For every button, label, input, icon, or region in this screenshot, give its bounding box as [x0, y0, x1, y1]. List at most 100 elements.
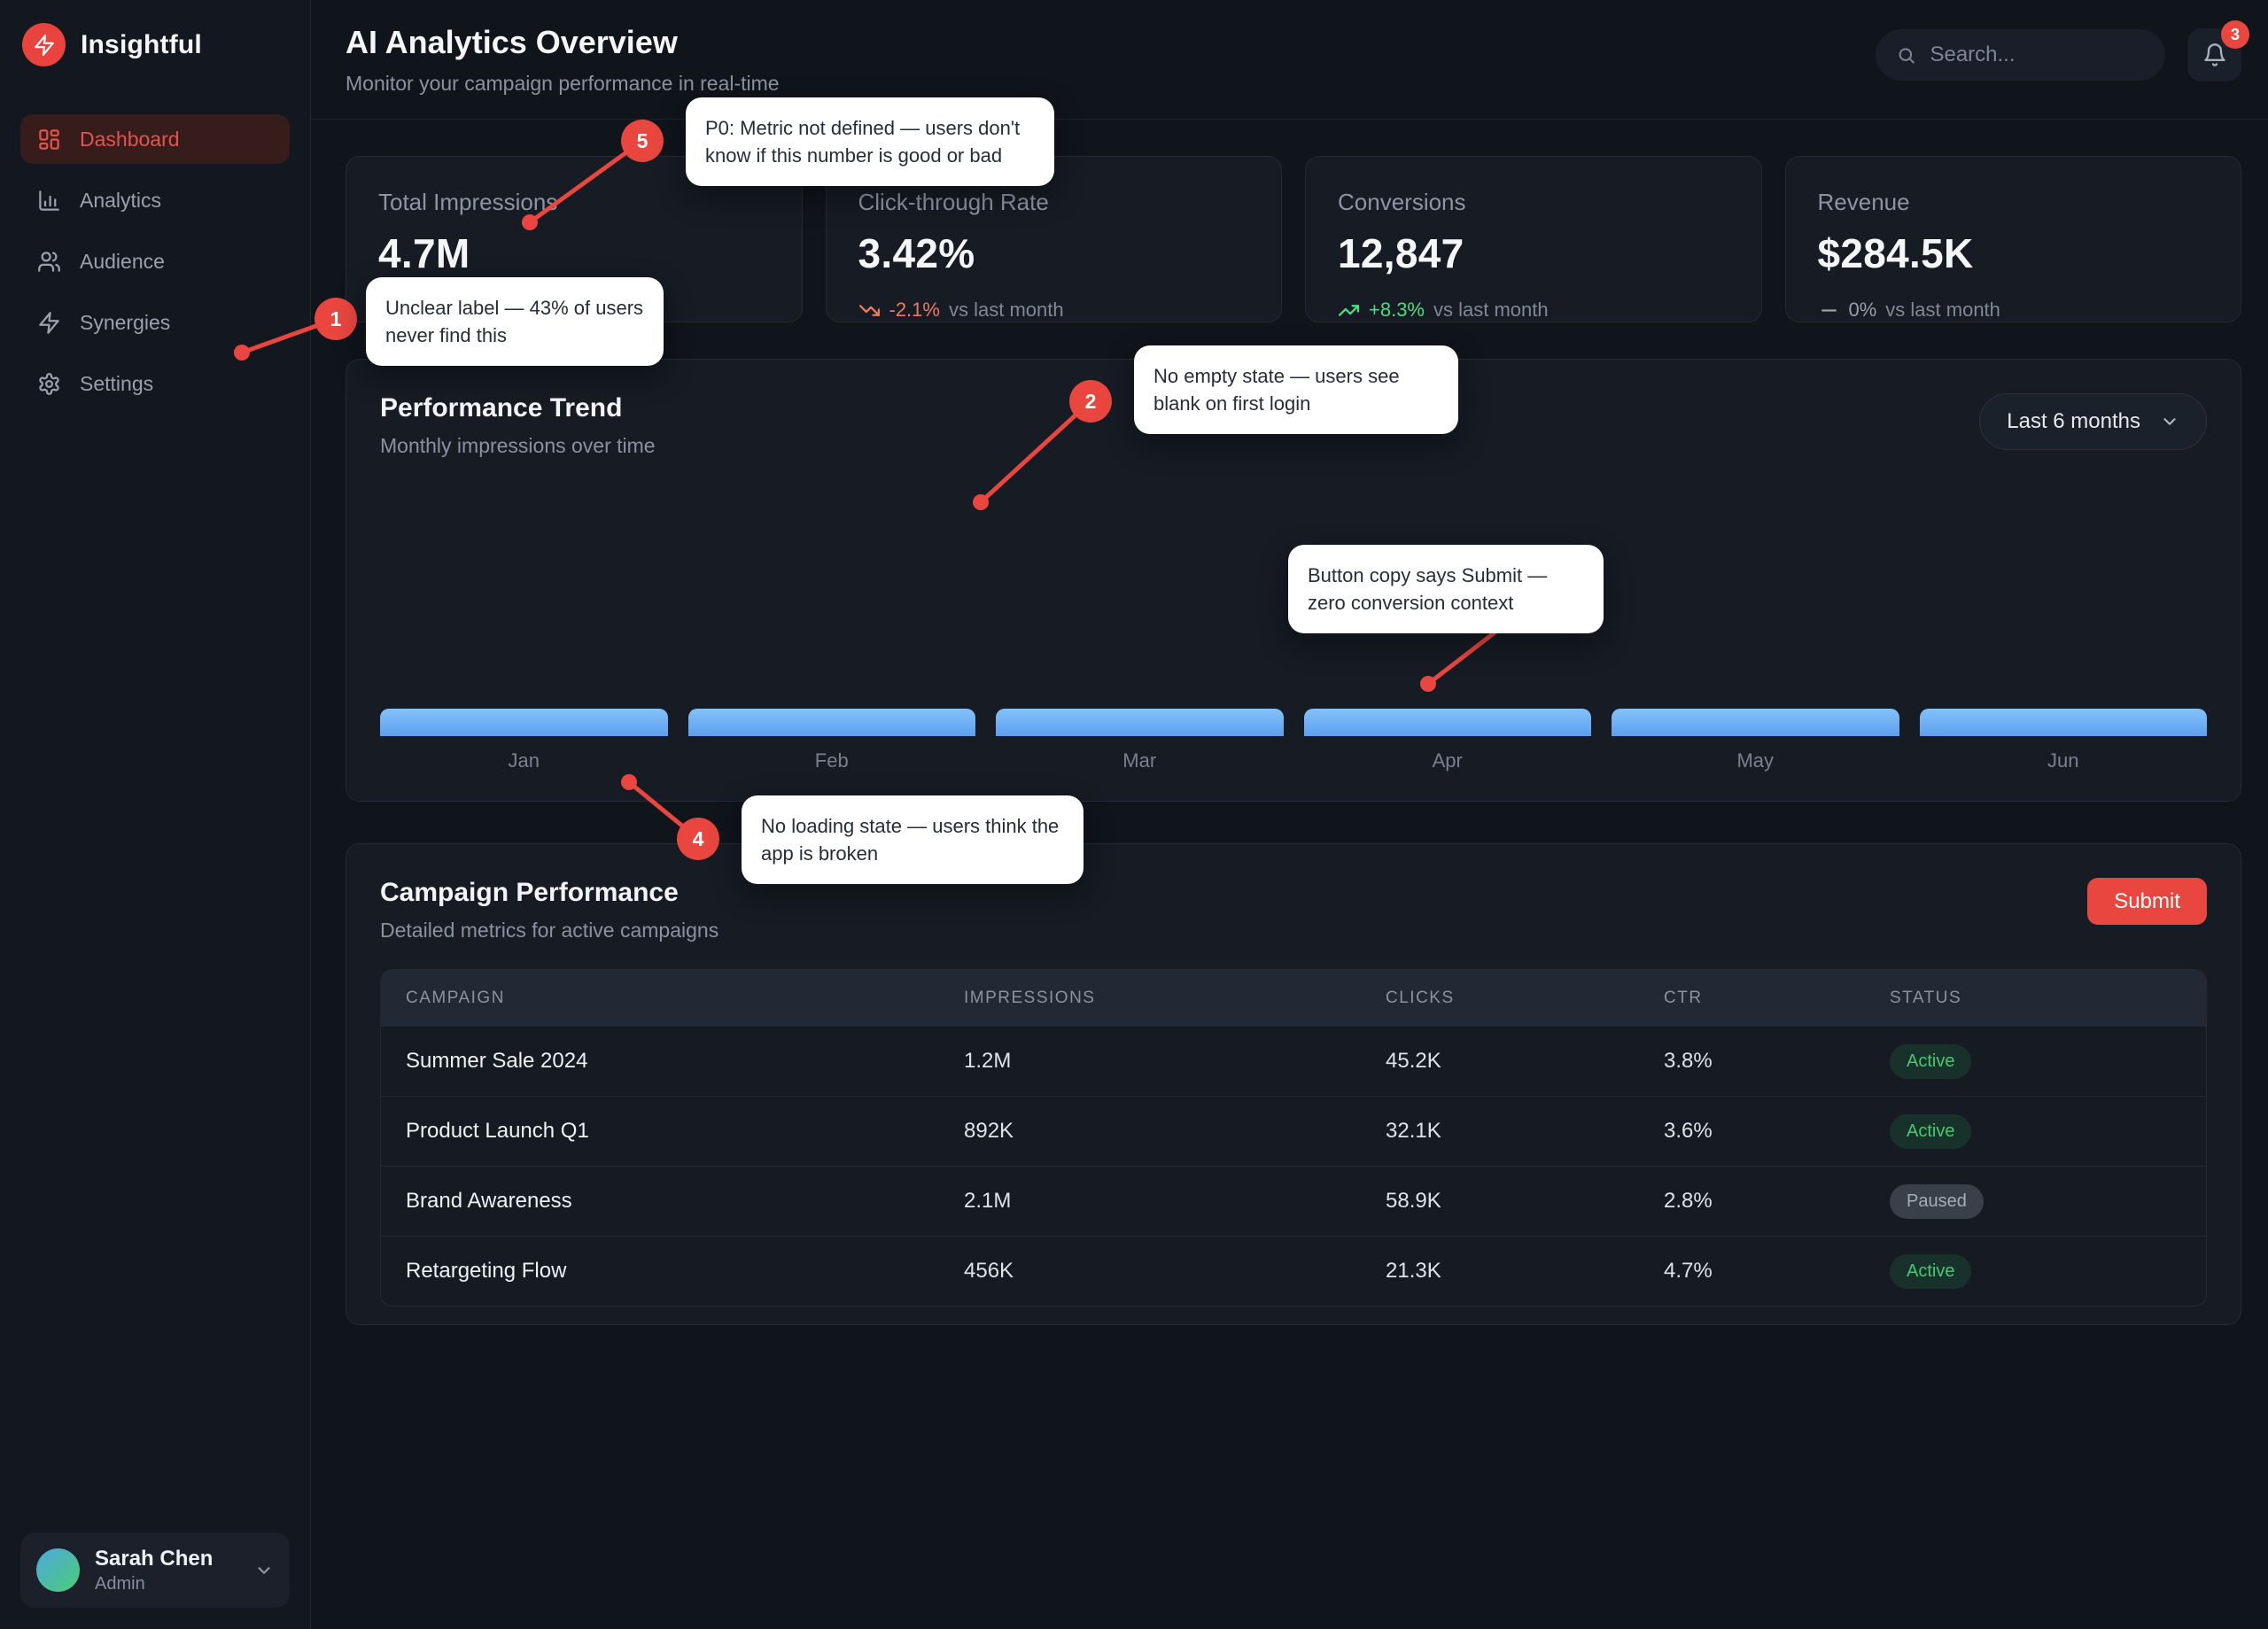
annotation-tooltip-4: No loading state — users think the app i…: [742, 795, 1084, 884]
search-box: [1876, 29, 2165, 81]
cell-impressions: 892K: [964, 1119, 1014, 1143]
user-menu[interactable]: Sarah Chen Admin: [20, 1532, 290, 1608]
notifications-button[interactable]: 3: [2187, 20, 2249, 81]
bar-jan: [380, 709, 668, 736]
axis-label: Feb: [814, 749, 849, 772]
search-input[interactable]: [1928, 42, 2144, 68]
delta-suffix: vs last month: [948, 299, 1064, 321]
campaign-subtitle: Detailed metrics for active campaigns: [380, 919, 719, 942]
brand: Insightful: [20, 23, 290, 66]
date-range-value: Last 6 months: [2007, 409, 2140, 433]
metric-label: Click-through Rate: [858, 189, 1049, 215]
metric-delta: -2.1% vs last month: [858, 299, 1250, 322]
bar-may: [1612, 709, 1899, 736]
annotation-marker-2[interactable]: 2: [1069, 380, 1112, 423]
trend-panel-header: Performance Trend Monthly impressions ov…: [380, 393, 2207, 458]
metric-card-ctr: Click-through Rate 3.42% -2.1% vs last m…: [825, 156, 1282, 322]
cell-ctr: 2.8%: [1664, 1189, 1713, 1213]
search-icon: [1899, 47, 1915, 64]
trend-titles: Performance Trend Monthly impressions ov…: [380, 393, 656, 458]
cell-clicks: 45.2K: [1386, 1049, 1441, 1073]
table-row: Product Launch Q1 892K 32.1K 3.6% Active: [381, 1096, 2206, 1166]
table-header-row: CAMPAIGN IMPRESSIONS CLICKS CTR STATUS: [381, 970, 2206, 1027]
submit-button[interactable]: Submit: [2087, 878, 2207, 925]
campaign-titles: Campaign Performance Detailed metrics fo…: [380, 878, 718, 942]
sidebar-item-synergies[interactable]: Synergies: [20, 298, 290, 347]
date-range-select[interactable]: Last 6 months: [1979, 393, 2207, 450]
user-role: Admin: [95, 1573, 145, 1594]
status-badge: Active: [1890, 1113, 1972, 1149]
cell-impressions: 2.1M: [964, 1189, 1012, 1213]
sidebar-item-label: Dashboard: [80, 127, 180, 151]
sidebar-item-label: Settings: [80, 371, 154, 395]
sidebar-item-label: Analytics: [80, 188, 162, 212]
bar-jun: [1919, 709, 2207, 736]
page-title: AI Analytics Overview: [346, 24, 678, 60]
table-body: Summer Sale 2024 1.2M 45.2K 3.8% Active …: [381, 1027, 2206, 1306]
bar-feb: [687, 709, 975, 736]
cell-campaign: Brand Awareness: [406, 1189, 572, 1213]
cell-campaign: Summer Sale 2024: [406, 1049, 588, 1073]
axis-label: May: [1736, 749, 1775, 772]
metric-delta: +8.3% vs last month: [1338, 299, 1729, 322]
cell-ctr: 4.7%: [1664, 1259, 1713, 1283]
cell-campaign: Product Launch Q1: [406, 1119, 589, 1143]
cell-ctr: 3.8%: [1664, 1049, 1713, 1073]
cell-clicks: 32.1K: [1386, 1119, 1441, 1143]
user-name: Sarah Chen: [95, 1546, 214, 1571]
main-content: AI Analytics Overview Monitor your campa…: [311, 0, 2268, 1629]
metric-label: Conversions: [1338, 189, 1466, 215]
annotation-tooltip-3: Button copy says Submit — zero conversio…: [1288, 545, 1604, 633]
column-header-clicks: CLICKS: [1386, 989, 1455, 1007]
cell-campaign: Retargeting Flow: [406, 1259, 567, 1283]
sidebar-item-label: Synergies: [80, 310, 171, 334]
sidebar-item-audience[interactable]: Audience: [20, 237, 290, 286]
metric-delta: 0% vs last month: [1818, 299, 2210, 322]
cell-impressions: 456K: [964, 1259, 1014, 1283]
sidebar-item-label: Audience: [80, 249, 165, 273]
bar-axis-labels: Jan Feb Mar Apr May Jun: [380, 749, 2207, 772]
column-header-ctr: CTR: [1664, 989, 1703, 1007]
axis-label: Apr: [1432, 749, 1463, 772]
status-badge: Paused: [1890, 1183, 1984, 1219]
bar-mar: [996, 709, 1284, 736]
sidebar-item-dashboard[interactable]: Dashboard: [20, 114, 290, 164]
annotation-marker-1[interactable]: 1: [315, 298, 357, 340]
sidebar-item-analytics[interactable]: Analytics: [20, 175, 290, 225]
bell-icon: [2203, 43, 2225, 66]
annotation-marker-5[interactable]: 5: [621, 120, 664, 162]
sidebar-item-settings[interactable]: Settings: [20, 359, 290, 408]
gear-icon: [39, 372, 59, 395]
users-icon: [38, 251, 60, 272]
table-row: Retargeting Flow 456K 21.3K 4.7% Active: [381, 1236, 2206, 1306]
campaign-title: Campaign Performance: [380, 878, 679, 907]
delta-value: +8.3%: [1369, 299, 1425, 321]
trending-down-icon: [858, 304, 880, 316]
delta-value: 0%: [1848, 299, 1877, 321]
trend-title: Performance Trend: [380, 393, 623, 423]
sidebar-nav: Dashboard Analytics Audience Synergies: [20, 114, 290, 408]
flat-trend-icon: [1821, 308, 1837, 312]
delta-value: -2.1%: [889, 299, 940, 321]
zap-icon: [39, 311, 59, 334]
metric-value: 3.42%: [858, 230, 975, 276]
annotation-marker-4[interactable]: 4: [677, 818, 719, 860]
campaign-table: CAMPAIGN IMPRESSIONS CLICKS CTR STATUS S…: [380, 969, 2207, 1307]
table-row: Summer Sale 2024 1.2M 45.2K 3.8% Active: [381, 1027, 2206, 1096]
table-row: Brand Awareness 2.1M 58.9K 2.8% Paused: [381, 1166, 2206, 1236]
page-header: AI Analytics Overview Monitor your campa…: [311, 0, 2268, 120]
campaign-panel-header: Campaign Performance Detailed metrics fo…: [380, 878, 2207, 942]
metric-card-conversions: Conversions 12,847 +8.3% vs last month: [1305, 156, 1762, 322]
sidebar-spacer: [20, 408, 290, 1532]
metric-label: Revenue: [1817, 189, 1910, 215]
annotation-tooltip-2: No empty state — users see blank on firs…: [1134, 345, 1458, 434]
avatar: [36, 1548, 80, 1592]
metric-value: 4.7M: [378, 230, 470, 276]
chevron-down-icon: [2163, 418, 2176, 425]
trend-subtitle: Monthly impressions over time: [380, 434, 656, 457]
column-header-status: STATUS: [1890, 989, 1962, 1007]
column-header-campaign: CAMPAIGN: [406, 989, 505, 1007]
annotation-tooltip-1: Unclear label — 43% of users never find …: [366, 277, 664, 366]
status-badge: Active: [1890, 1043, 1972, 1079]
